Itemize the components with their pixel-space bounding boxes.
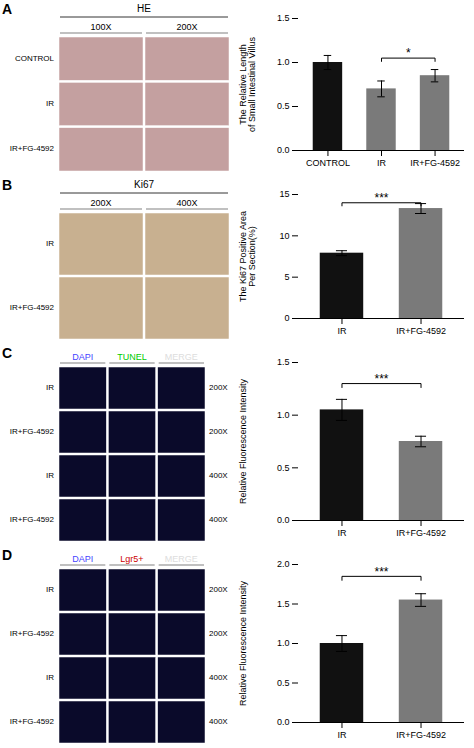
svg-text:MERGE: MERGE — [165, 352, 198, 362]
svg-text:IR+FG-4592: IR+FG-4592 — [410, 158, 460, 168]
svg-text:D: D — [2, 547, 12, 563]
svg-text:***: *** — [374, 372, 388, 386]
svg-text:400X: 400X — [209, 673, 228, 682]
svg-text:DAPI: DAPI — [72, 352, 93, 362]
svg-text:IR: IR — [337, 326, 347, 336]
svg-text:400X: 400X — [209, 471, 228, 480]
svg-text:TUNEL: TUNEL — [117, 352, 147, 362]
svg-text:IR+FG-4592: IR+FG-4592 — [396, 730, 446, 740]
svg-text:1.5: 1.5 — [277, 599, 290, 609]
svg-text:IR+FG-4592: IR+FG-4592 — [10, 144, 55, 153]
svg-text:200X: 200X — [209, 585, 228, 594]
svg-text:1.5: 1.5 — [277, 13, 290, 23]
svg-text:The Ki67 Positive AreaPer Sect: The Ki67 Positive AreaPer Section(%) — [238, 211, 257, 302]
svg-text:MERGE: MERGE — [165, 554, 198, 564]
svg-text:IR: IR — [337, 528, 347, 538]
svg-text:0.5: 0.5 — [277, 678, 290, 688]
svg-text:HE: HE — [137, 3, 151, 14]
svg-text:IR+FG-4592: IR+FG-4592 — [10, 427, 55, 436]
svg-text:200X: 200X — [209, 629, 228, 638]
svg-text:200X: 200X — [209, 383, 228, 392]
svg-text:The Relative Lengthof Small In: The Relative Lengthof Small Intestinal V… — [238, 37, 257, 132]
svg-text:C: C — [2, 345, 12, 361]
svg-text:IR: IR — [46, 585, 54, 594]
svg-text:A: A — [2, 1, 12, 17]
svg-text:***: *** — [374, 565, 388, 579]
svg-text:0.0: 0.0 — [277, 145, 290, 155]
svg-text:0.0: 0.0 — [277, 515, 290, 525]
svg-text:IR+FG-4592: IR+FG-4592 — [10, 303, 55, 312]
svg-text:200X: 200X — [176, 22, 197, 32]
svg-text:DAPI: DAPI — [72, 554, 93, 564]
svg-text:100X: 100X — [90, 22, 111, 32]
svg-text:1.0: 1.0 — [277, 57, 290, 67]
svg-text:***: *** — [374, 191, 388, 205]
svg-text:1.5: 1.5 — [277, 357, 290, 367]
svg-text:10: 10 — [279, 231, 289, 241]
svg-text:*: * — [406, 46, 411, 60]
svg-text:B: B — [2, 177, 12, 193]
svg-text:CONTROL: CONTROL — [306, 158, 350, 168]
svg-text:1.0: 1.0 — [277, 638, 290, 648]
svg-text:IR+FG-4592: IR+FG-4592 — [10, 515, 55, 524]
svg-text:Relative Fluorescence Intensit: Relative Fluorescence Intensity — [238, 378, 248, 504]
svg-text:IR: IR — [377, 158, 387, 168]
svg-text:IR: IR — [337, 730, 347, 740]
svg-text:5: 5 — [284, 272, 289, 282]
svg-text:0.5: 0.5 — [277, 463, 290, 473]
svg-text:Ki67: Ki67 — [134, 179, 154, 190]
svg-text:400X: 400X — [209, 717, 228, 726]
svg-text:0: 0 — [284, 313, 289, 323]
svg-text:IR: IR — [46, 471, 54, 480]
svg-text:IR: IR — [46, 99, 54, 108]
svg-text:15: 15 — [279, 189, 289, 199]
svg-text:2.0: 2.0 — [277, 559, 290, 569]
svg-text:Lgr5+: Lgr5+ — [120, 554, 143, 564]
svg-text:IR+FG-4592: IR+FG-4592 — [10, 717, 55, 726]
svg-text:200X: 200X — [209, 427, 228, 436]
svg-text:IR: IR — [46, 673, 54, 682]
svg-text:200X: 200X — [90, 198, 111, 208]
svg-text:400X: 400X — [209, 515, 228, 524]
svg-text:IR+FG-4592: IR+FG-4592 — [396, 528, 446, 538]
svg-text:0.0: 0.0 — [277, 717, 290, 727]
svg-text:IR+FG-4592: IR+FG-4592 — [396, 326, 446, 336]
svg-text:Relative Fluorescence Intensit: Relative Fluorescence Intensity — [238, 580, 248, 706]
svg-text:CONTROL: CONTROL — [15, 54, 55, 63]
svg-text:1.0: 1.0 — [277, 410, 290, 420]
svg-text:400X: 400X — [176, 198, 197, 208]
svg-text:IR: IR — [46, 239, 54, 248]
svg-text:0.5: 0.5 — [277, 101, 290, 111]
svg-text:IR: IR — [46, 383, 54, 392]
svg-text:IR+FG-4592: IR+FG-4592 — [10, 629, 55, 638]
